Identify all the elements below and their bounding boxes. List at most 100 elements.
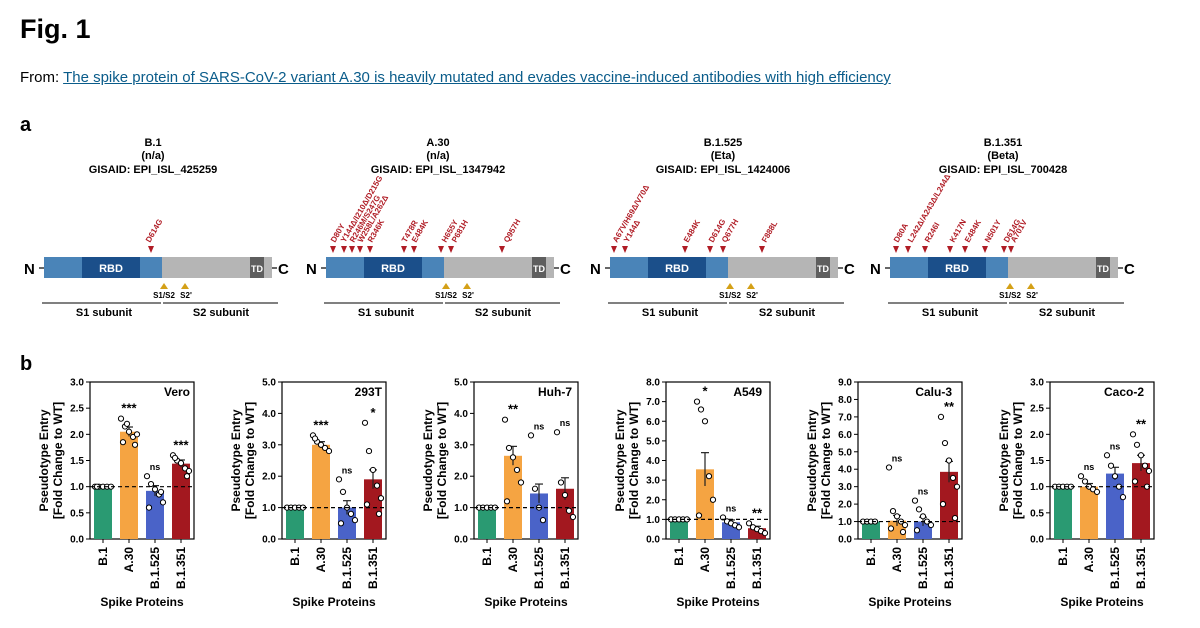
data-point — [693, 398, 701, 405]
data-point — [375, 510, 383, 517]
data-point — [735, 524, 743, 531]
data-point — [553, 429, 561, 436]
y-tick-label: 2.0 — [70, 430, 84, 441]
mutation-marker — [922, 246, 928, 253]
x-axis-label: Spike Proteins — [868, 595, 952, 609]
significance-label: ns — [534, 421, 545, 431]
bar — [1054, 486, 1072, 539]
mutation-marker — [759, 246, 765, 253]
bar — [914, 521, 932, 539]
data-point — [899, 528, 907, 536]
c-terminus-label: C — [1124, 261, 1135, 278]
data-point — [337, 520, 345, 527]
s2-subunit-label: S2 subunit — [193, 307, 250, 319]
y-tick-label: 4.0 — [838, 465, 852, 476]
rbd-domain — [82, 257, 140, 278]
plot-frame — [857, 381, 963, 540]
x-tick-label: B.1 — [288, 547, 302, 566]
significance-label: ns — [726, 503, 737, 513]
y-axis-label: [Fold Change to WT] — [627, 402, 641, 519]
y-tick-label: 0.0 — [262, 535, 276, 546]
y-tick-label: 1.0 — [838, 517, 852, 528]
data-point — [893, 513, 901, 520]
data-point — [709, 496, 717, 503]
bar — [862, 521, 880, 539]
td-domain — [532, 257, 546, 278]
mutation-label: R246I — [923, 221, 941, 244]
s2prime-site-marker — [181, 283, 189, 289]
data-point — [1133, 441, 1141, 448]
data-point — [339, 488, 347, 495]
y-tick-label: 4.0 — [262, 409, 276, 420]
bar — [478, 507, 496, 539]
c-terminus-label: C — [278, 261, 289, 278]
data-point — [889, 507, 897, 515]
y-tick-label: 2.0 — [1030, 430, 1044, 441]
bar — [94, 486, 112, 539]
significance-label: ns — [1084, 462, 1095, 472]
domain-diagram-A-30: A.30(n/a) GISAID: EPI_ISL_1347942 N RBD TD C S… — [306, 137, 571, 319]
s2prime-label: S2' — [180, 291, 192, 300]
y-tick-label: 1.0 — [70, 482, 84, 493]
x-tick-label: B.1.351 — [366, 547, 380, 589]
mutation-label: D614G — [144, 218, 164, 244]
plot-frame — [473, 381, 579, 540]
x-tick-label: B.1.351 — [558, 547, 572, 589]
data-point — [1081, 478, 1089, 485]
mutation-marker — [349, 246, 355, 253]
y-axis-label: Pseudotype Entry — [805, 409, 819, 511]
mutation-marker — [401, 246, 407, 253]
bar — [1106, 473, 1124, 539]
y-tick-label: 2.5 — [1030, 404, 1044, 415]
bar — [530, 493, 548, 539]
data-point — [527, 432, 535, 439]
y-tick-label: 0.0 — [646, 535, 660, 546]
bar — [312, 444, 330, 539]
significance-label: * — [702, 384, 708, 399]
mutation-marker — [1001, 246, 1007, 253]
mutation-label: N501Y — [983, 218, 1003, 244]
data-point — [911, 497, 919, 504]
x-tick-label: B.1.351 — [942, 547, 956, 589]
data-point — [365, 447, 373, 455]
rbd-label: RBD — [945, 263, 969, 275]
y-axis-label: Pseudotype Entry — [229, 409, 243, 511]
data-point — [1077, 473, 1085, 480]
bar-chart-huh-7: 0.0 1.0 2.0 3.0 4.0 5.0 Pseudotype Entry [Fold … — [421, 378, 579, 609]
y-tick-label: 8.0 — [646, 378, 660, 389]
from-label: From: — [20, 69, 60, 86]
s2-domain — [1008, 257, 1118, 278]
data-point — [117, 415, 125, 422]
data-point — [159, 499, 167, 506]
y-tick-label: 6.0 — [838, 430, 852, 441]
bar — [1080, 486, 1098, 539]
data-point — [951, 514, 959, 522]
data-point — [1111, 473, 1119, 480]
x-tick-label: B.1 — [1056, 547, 1070, 566]
data-point — [517, 479, 525, 486]
y-tick-label: 0.0 — [1030, 535, 1044, 546]
bar-chart-293t: 0.0 1.0 2.0 3.0 4.0 5.0 Pseudotype Entry [Fold … — [229, 378, 387, 609]
mutation-marker — [905, 246, 911, 253]
y-axis-label: Pseudotype Entry — [997, 409, 1011, 511]
significance-label: *** — [313, 417, 329, 432]
data-point — [701, 418, 709, 425]
s2-domain — [728, 257, 838, 278]
data-point — [1103, 452, 1111, 459]
data-point — [697, 406, 705, 413]
y-tick-label: 0.0 — [454, 535, 468, 546]
variant-alias: (Beta) — [987, 150, 1019, 162]
data-point — [539, 517, 547, 524]
significance-label: ** — [752, 505, 763, 520]
article-link[interactable]: The spike protein of SARS-CoV-2 variant … — [63, 69, 891, 86]
data-point — [321, 444, 329, 452]
data-point — [377, 495, 385, 502]
variant-name: B.1.351 — [984, 137, 1023, 149]
data-point — [949, 474, 957, 482]
variant-gisaid: GISAID: EPI_ISL_700428 — [939, 164, 1067, 176]
s2prime-label: S2' — [746, 291, 758, 300]
s1-subunit-label: S1 subunit — [76, 307, 133, 319]
mutation-marker — [707, 246, 713, 253]
y-axis-label: [Fold Change to WT] — [51, 402, 65, 519]
mutation-marker — [499, 246, 505, 253]
